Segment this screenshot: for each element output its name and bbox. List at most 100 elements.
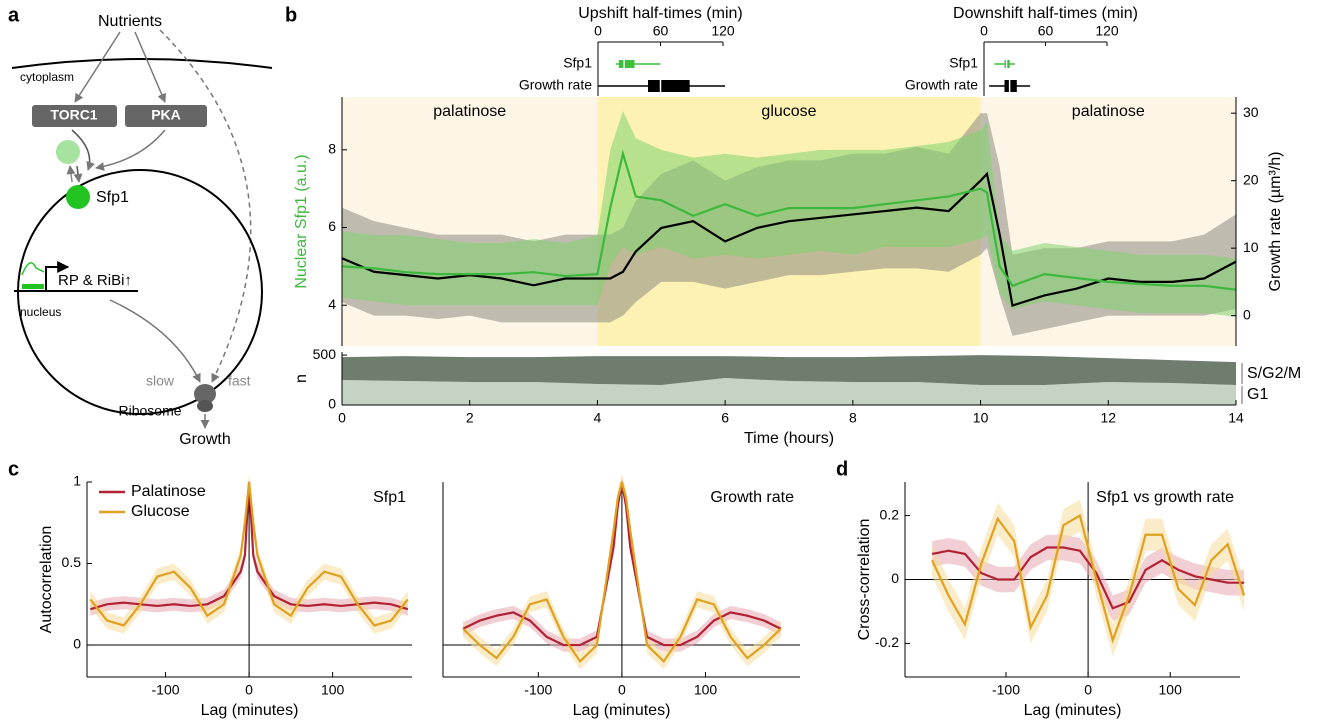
- series-line: [931, 513, 1246, 644]
- region-label: glucose: [761, 103, 816, 120]
- sfp1-nucleus: [66, 185, 90, 209]
- y-tick-label: -0.2: [875, 634, 899, 650]
- series-line: [462, 481, 782, 664]
- axis-title: Autocorrelation: [38, 526, 55, 634]
- diagram-label: PKA: [151, 107, 181, 123]
- sfp1-cytoplasm: [56, 140, 80, 164]
- error-band: [90, 475, 408, 616]
- diagram-label: Ribosome: [118, 403, 181, 419]
- y-tick-label: 0.2: [880, 506, 900, 522]
- axis-title: Time (hours): [744, 430, 834, 447]
- y-tick-label: 0: [73, 636, 81, 652]
- category-label: Growth rate: [519, 77, 592, 93]
- x-tick-label: 0: [1084, 682, 1092, 698]
- x-tick-label: 2: [466, 410, 474, 426]
- x-tick-label: 120: [1095, 23, 1119, 39]
- box: [618, 60, 635, 68]
- diagram-label: TORC1: [50, 107, 97, 123]
- x-tick-label: 0: [618, 682, 626, 698]
- error-band: [342, 110, 1236, 317]
- axis-title: Nuclear Sfp1 (a.u.): [293, 154, 310, 288]
- diagram-label: cytoplasm: [20, 70, 74, 84]
- arrow: [134, 31, 166, 103]
- axis-title: n: [293, 374, 310, 383]
- x-tick-label: 12: [1100, 410, 1116, 426]
- error-band: [932, 499, 1245, 657]
- arrow: [73, 165, 83, 183]
- error-band: [90, 473, 408, 634]
- error-band: [463, 473, 781, 670]
- panel-label: d: [836, 458, 848, 480]
- promoter-arrow: [45, 261, 70, 290]
- x-tick-label: 120: [711, 23, 735, 39]
- arrow: [71, 129, 95, 171]
- x-tick-label: 0: [980, 23, 988, 39]
- promoter-signal: [21, 262, 45, 276]
- y-tick-label: 0: [891, 570, 899, 586]
- y-tick-label: 1: [73, 473, 81, 489]
- x-tick-label: 0: [338, 410, 346, 426]
- y-tick-label: 30: [1243, 104, 1259, 120]
- axis-title: Lag (minutes): [573, 702, 671, 719]
- diagram-label: fast: [228, 373, 251, 389]
- diagram: Nutrients cytoplasm TORC1 PKA Sfp1 RP & …: [11, 13, 273, 448]
- legend-label: Palatinose: [131, 483, 206, 500]
- series-line: [89, 481, 409, 627]
- diagram-label: Growth: [179, 431, 231, 448]
- axis-title: Lag (minutes): [1024, 702, 1122, 719]
- x-tick-label: 4: [594, 410, 602, 426]
- y-tick-label: 20: [1243, 171, 1259, 187]
- y-tick-label: 6: [328, 218, 336, 234]
- gene-box: [22, 284, 44, 289]
- membrane: [11, 58, 273, 69]
- arrow: [109, 299, 201, 383]
- y-tick-label: 4: [328, 296, 336, 312]
- region-label: palatinose: [1072, 103, 1145, 120]
- x-tick-label: -100: [524, 682, 552, 698]
- y-tick-label: 10: [1243, 239, 1259, 255]
- category-label: Growth rate: [905, 77, 978, 93]
- x-tick-label: 8: [849, 410, 857, 426]
- y-tick-label: 500: [313, 346, 337, 362]
- diagram-label: Nutrients: [98, 13, 162, 30]
- dashed-arrow: [159, 29, 252, 383]
- panel-label: c: [8, 458, 19, 480]
- diagram-label: nucleus: [20, 305, 61, 319]
- ribosome-icon: [197, 400, 213, 412]
- axis-title: Growth rate (µm³/h): [1267, 152, 1284, 292]
- x-tick-label: -100: [992, 682, 1020, 698]
- pka-box: [125, 105, 207, 127]
- arrow: [74, 31, 121, 103]
- x-tick-label: 60: [1038, 23, 1054, 39]
- box: [648, 80, 690, 92]
- y-tick-label: 0.5: [62, 554, 82, 570]
- series-line: [931, 546, 1245, 610]
- x-tick-label: 60: [653, 23, 669, 39]
- x-tick-label: 14: [1228, 410, 1244, 426]
- chart-title: Sfp1 vs growth rate: [1096, 489, 1234, 506]
- x-tick-label: 100: [694, 682, 718, 698]
- diagram-label: RP & RiBi↑: [58, 272, 132, 289]
- axis-title: Lag (minutes): [201, 702, 299, 719]
- chart-title: Sfp1: [373, 489, 406, 506]
- stacked-area: [342, 355, 1236, 386]
- x-tick-label: 100: [1159, 682, 1183, 698]
- chart-title: Downshift half-times (min): [953, 5, 1138, 22]
- x-tick-label: -100: [152, 682, 180, 698]
- torc1-box: [32, 105, 117, 127]
- series-label: S/G2/M: [1247, 365, 1301, 382]
- arrow: [95, 129, 166, 171]
- y-tick-label: 8: [328, 141, 336, 157]
- x-tick-label: 0: [594, 23, 602, 39]
- series-line: [341, 149, 1237, 291]
- series-line: [341, 171, 1237, 307]
- y-tick-label: 0: [328, 396, 336, 412]
- category-label: Sfp1: [949, 55, 978, 71]
- series-label: G1: [1247, 386, 1268, 403]
- stacked-area: [342, 378, 1236, 405]
- panel-label: a: [8, 4, 20, 26]
- box: [1004, 80, 1017, 92]
- chart-title: Growth rate: [710, 489, 794, 506]
- region-label: palatinose: [433, 103, 506, 120]
